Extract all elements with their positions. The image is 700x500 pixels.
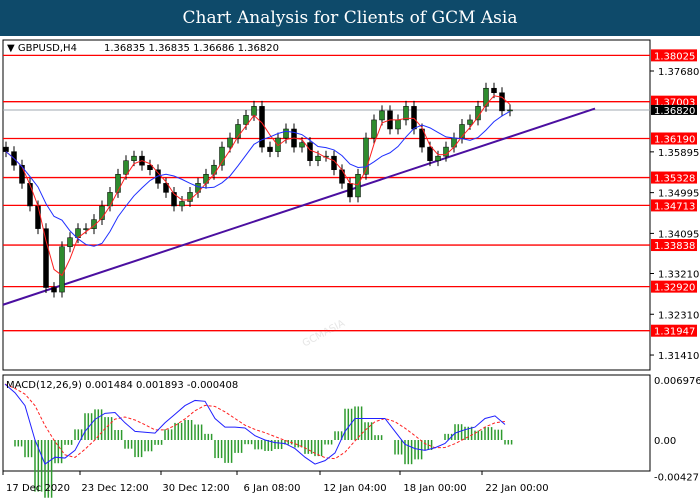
- level-label-bg: [651, 239, 697, 252]
- candle: [307, 142, 313, 161]
- price-legend-ohlc: 1.36835 1.36835 1.36686 1.36820: [104, 43, 279, 54]
- candle: [395, 119, 401, 130]
- candle: [171, 192, 177, 207]
- candle: [467, 119, 473, 125]
- candle: [43, 228, 49, 288]
- price-legend-symbol: ▼ GBPUSD,H4: [7, 43, 77, 54]
- level-label: 1.36190: [654, 134, 695, 145]
- candle: [251, 106, 257, 116]
- macd-legend: MACD(12,26,9) 0.001484 0.001893 -0.00040…: [6, 380, 238, 391]
- candle: [283, 128, 289, 139]
- candle: [163, 183, 169, 193]
- level-label: 1.38025: [654, 51, 695, 62]
- y-tick-label: 1.34995: [658, 189, 699, 200]
- x-tick-label: 23 Dec 12:00: [81, 483, 148, 494]
- current-price-bg: [651, 104, 697, 115]
- candle: [483, 87, 489, 107]
- candle: [67, 237, 73, 248]
- candle: [363, 137, 369, 175]
- level-label-bg: [651, 324, 697, 337]
- level-label: 1.32920: [654, 283, 695, 294]
- chart-canvas: GCMASIA 1.376801.358951.349951.340951.33…: [2, 39, 700, 498]
- macd-y-tick-label: 0.00: [654, 436, 676, 447]
- candle: [219, 146, 225, 166]
- y-tick-label: 1.33210: [658, 269, 699, 280]
- candle: [499, 92, 505, 112]
- candle: [427, 146, 433, 161]
- candle: [491, 87, 497, 93]
- candle: [315, 155, 321, 161]
- candle: [99, 205, 105, 220]
- candle: [115, 174, 121, 193]
- level-label-bg: [651, 49, 697, 62]
- trendline: [2, 107, 596, 306]
- macd-y-tick-label: 0.006976: [654, 376, 700, 387]
- candle: [107, 192, 113, 207]
- macd-main-line: [4, 383, 506, 465]
- y-tick-label: 1.34095: [658, 229, 699, 240]
- candle: [59, 246, 65, 293]
- candle: [227, 137, 233, 148]
- candle: [379, 110, 385, 121]
- x-tick-label: 18 Jan 00:00: [403, 483, 466, 494]
- level-label-bg: [651, 280, 697, 293]
- y-tick-label: 1.37680: [658, 67, 699, 78]
- ma-fast-line: [5, 95, 511, 277]
- candle: [403, 106, 409, 121]
- candle: [459, 124, 465, 139]
- candle: [243, 115, 249, 125]
- candle: [83, 228, 89, 230]
- candle: [267, 146, 273, 152]
- level-label-bg: [651, 171, 697, 184]
- candle: [3, 146, 9, 152]
- current-price-label: 1.36820: [654, 106, 695, 117]
- level-label: 1.37003: [654, 98, 695, 109]
- x-tick-label: 12 Jan 04:00: [323, 483, 386, 494]
- macd-signal-line: [4, 383, 506, 460]
- candle: [419, 128, 425, 148]
- x-tick-label: 6 Jan 08:00: [244, 483, 301, 494]
- ma-slow-line: [5, 110, 511, 247]
- y-tick-label: 1.32310: [658, 310, 699, 321]
- candle: [123, 160, 129, 175]
- candle: [235, 124, 241, 139]
- candle: [91, 219, 97, 229]
- level-label-bg: [651, 95, 697, 108]
- level-label: 1.33838: [654, 241, 695, 252]
- level-label-bg: [651, 199, 697, 212]
- level-label-bg: [651, 132, 697, 145]
- candle: [371, 119, 377, 139]
- page-title: Chart Analysis for Clients of GCM Asia: [0, 0, 700, 36]
- candle: [51, 287, 57, 293]
- candle: [355, 174, 361, 198]
- candle: [131, 155, 137, 161]
- level-label: 1.34713: [654, 201, 695, 212]
- candle: [451, 137, 457, 148]
- candle: [179, 201, 185, 207]
- candle: [347, 183, 353, 198]
- candle: [299, 142, 305, 148]
- level-label: 1.35328: [654, 174, 695, 185]
- candle: [435, 155, 441, 161]
- y-tick-label: 1.31410: [658, 351, 699, 362]
- candle: [147, 164, 153, 171]
- candle: [27, 183, 33, 207]
- x-tick-label: 17 Dec 2020: [6, 483, 70, 494]
- candle: [507, 109, 513, 112]
- y-tick-label: 1.35895: [658, 148, 699, 159]
- candle: [211, 164, 217, 175]
- candle: [475, 106, 481, 121]
- level-label: 1.31947: [654, 327, 695, 338]
- x-tick-label: 22 Jan 00:00: [485, 483, 548, 494]
- x-tick-label: 30 Dec 12:00: [162, 483, 229, 494]
- candle: [411, 106, 417, 130]
- candle: [35, 205, 41, 229]
- candle: [19, 164, 25, 184]
